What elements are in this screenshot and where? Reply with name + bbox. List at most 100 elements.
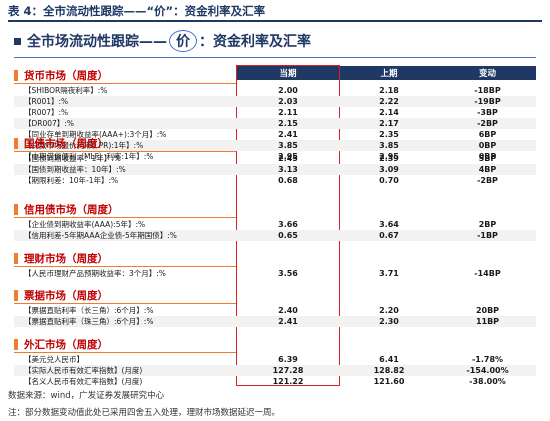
row-label: 【国债到期收益率：10年】:% <box>24 165 126 174</box>
row-label: 【DR007】:% <box>24 119 74 128</box>
table-row: 【期限利差：10年-1年】:% 0.68 0.70 -2BP <box>14 175 536 186</box>
column-header-change: 变动 <box>439 66 536 80</box>
table-row: 【贷款市场报价利率(LPR):1年】:% 3.85 3.85 0BP <box>14 140 536 151</box>
current-value: 0.65 <box>278 231 298 240</box>
section-title: 货币市场（周度） <box>14 68 108 83</box>
section-divider <box>14 83 236 84</box>
section-title: 理财市场（周度） <box>14 251 108 266</box>
row-label: 【实际人民币有效汇率指数】(月度) <box>24 366 143 375</box>
banner-prefix: 全市场流动性跟踪—— <box>27 34 167 50</box>
table-row: 【人民币理财产品预期收益率：3个月】:% 3.56 3.71 -14BP <box>14 268 536 279</box>
section-divider <box>14 352 236 353</box>
change-value: 5BP <box>478 154 497 163</box>
current-value: 2.41 <box>278 317 298 326</box>
previous-value: 3.09 <box>379 165 399 174</box>
section-title: 信用债市场（周度） <box>14 202 119 217</box>
banner-suffix: ：资金利率及汇率 <box>199 34 311 50</box>
section-title-text: 国债市场（周度） <box>24 138 108 150</box>
row-label: 【贷款市场报价利率(LPR):1年】:% <box>24 141 144 150</box>
previous-value: 2.95 <box>379 152 399 161</box>
previous-value: 2.20 <box>379 306 399 315</box>
change-value: -2BP <box>477 176 498 185</box>
current-value: 2.41 <box>278 130 298 139</box>
row-label: 【中期借贷便利（MLF）利率:1年】:% <box>24 152 154 161</box>
previous-value: 0.67 <box>379 231 399 240</box>
section-title-text: 外汇市场（周度） <box>24 339 108 351</box>
change-value: 0BP <box>478 152 497 161</box>
change-value: 2BP <box>478 220 497 229</box>
row-label: 【国债到期收益率：1年】:% <box>24 154 121 163</box>
current-value: 2.45 <box>278 154 298 163</box>
change-value: -1.78% <box>471 355 504 364</box>
previous-value: 121.60 <box>373 377 405 386</box>
section-title-text: 信用债市场（周度） <box>24 204 119 216</box>
row-label: 【R001】:% <box>24 97 69 106</box>
table-row: 【名义人民币有效汇率指数】(月度) 121.22 121.60 -38.00% <box>14 376 536 387</box>
table-row: 【票据直贴利率（长三角）:6个月】:% 2.40 2.20 20BP <box>14 305 536 316</box>
previous-value: 2.30 <box>379 317 399 326</box>
current-value: 2.11 <box>278 108 298 117</box>
previous-value: 3.71 <box>379 269 399 278</box>
change-value: -1BP <box>477 231 498 240</box>
table-row: 【SHIBOR隔夜利率】:% 2.00 2.18 -18BP <box>14 85 536 96</box>
change-value: 6BP <box>478 130 497 139</box>
change-value: 0BP <box>478 141 497 150</box>
section-banner: 全市场流动性跟踪—— 价 ：资金利率及汇率 <box>14 30 311 52</box>
section-title-text: 票据市场（周度） <box>24 290 108 302</box>
current-value: 3.56 <box>278 269 298 278</box>
previous-value: 2.17 <box>379 119 399 128</box>
row-label: 【美元兑人民币】 <box>24 355 84 364</box>
table-row: 【同业存单到期收益率(AAA+):3个月】:% 2.41 2.35 6BP <box>14 129 536 140</box>
section-title: 外汇市场（周度） <box>14 337 108 352</box>
row-label: 【名义人民币有效汇率指数】(月度) <box>24 377 143 386</box>
section-divider <box>14 217 236 218</box>
table-row: 【票据直贴利率（珠三角）:6个月】:% 2.41 2.30 11BP <box>14 316 536 327</box>
current-value: 2.40 <box>278 306 298 315</box>
previous-value: 2.18 <box>379 86 399 95</box>
current-value: 0.68 <box>278 176 298 185</box>
row-label: 【人民币理财产品预期收益率：3个月】:% <box>24 269 166 278</box>
table-caption: 表 4：全市流动性跟踪——“价”：资金利率及汇率 <box>8 4 266 18</box>
table-row: 【企业债到期收益率(AAA):5年】:% 3.66 3.64 2BP <box>14 219 536 230</box>
previous-value: 2.35 <box>379 130 399 139</box>
section-marker-icon <box>14 204 18 215</box>
change-value: -38.00% <box>469 377 506 386</box>
current-value: 6.39 <box>278 355 298 364</box>
row-label: 【票据直贴利率（长三角）:6个月】:% <box>24 306 154 315</box>
banner-highlight: 价 <box>169 30 197 52</box>
previous-value: 2.14 <box>379 108 399 117</box>
change-value: -154.00% <box>466 366 509 375</box>
row-label: 【票据直贴利率（珠三角）:6个月】:% <box>24 317 154 326</box>
previous-value: 6.41 <box>379 355 399 364</box>
section-marker-icon <box>14 253 18 264</box>
previous-value: 0.70 <box>379 176 399 185</box>
column-header-previous: 上期 <box>339 66 439 80</box>
table-row: 【R007】:% 2.11 2.14 -3BP <box>14 107 536 118</box>
section-title: 票据市场（周度） <box>14 288 108 303</box>
current-value: 3.66 <box>278 220 298 229</box>
previous-value: 2.39 <box>379 154 399 163</box>
row-label: 【R007】:% <box>24 108 69 117</box>
table-row: 【美元兑人民币】 6.39 6.41 -1.78% <box>14 354 536 365</box>
section-divider <box>14 266 236 267</box>
current-value: 3.13 <box>278 165 298 174</box>
section-marker-icon <box>14 290 18 301</box>
current-column-highlight <box>236 65 340 386</box>
table-row: 【实际人民币有效汇率指数】(月度) 127.28 128.82 -154.00% <box>14 365 536 376</box>
previous-value: 2.22 <box>379 97 399 106</box>
section-marker-icon <box>14 70 18 81</box>
table-row: 【国债到期收益率：1年】:% 2.45 2.39 5BP <box>14 153 536 164</box>
row-label: 【企业债到期收益率(AAA):5年】:% <box>24 220 146 229</box>
current-value: 2.95 <box>278 152 298 161</box>
change-value: -19BP <box>474 97 501 106</box>
banner-square-icon <box>14 37 21 45</box>
current-value: 121.22 <box>272 377 304 386</box>
section-marker-icon <box>14 339 18 350</box>
column-header-current: 当期 <box>237 66 339 80</box>
row-label: 【SHIBOR隔夜利率】:% <box>24 86 108 95</box>
change-value: 20BP <box>475 306 500 315</box>
row-label: 【同业存单到期收益率(AAA+):3个月】:% <box>24 130 167 139</box>
change-value: -2BP <box>477 119 498 128</box>
change-value: 4BP <box>478 165 497 174</box>
section-title-text: 货币市场（周度） <box>24 70 108 82</box>
